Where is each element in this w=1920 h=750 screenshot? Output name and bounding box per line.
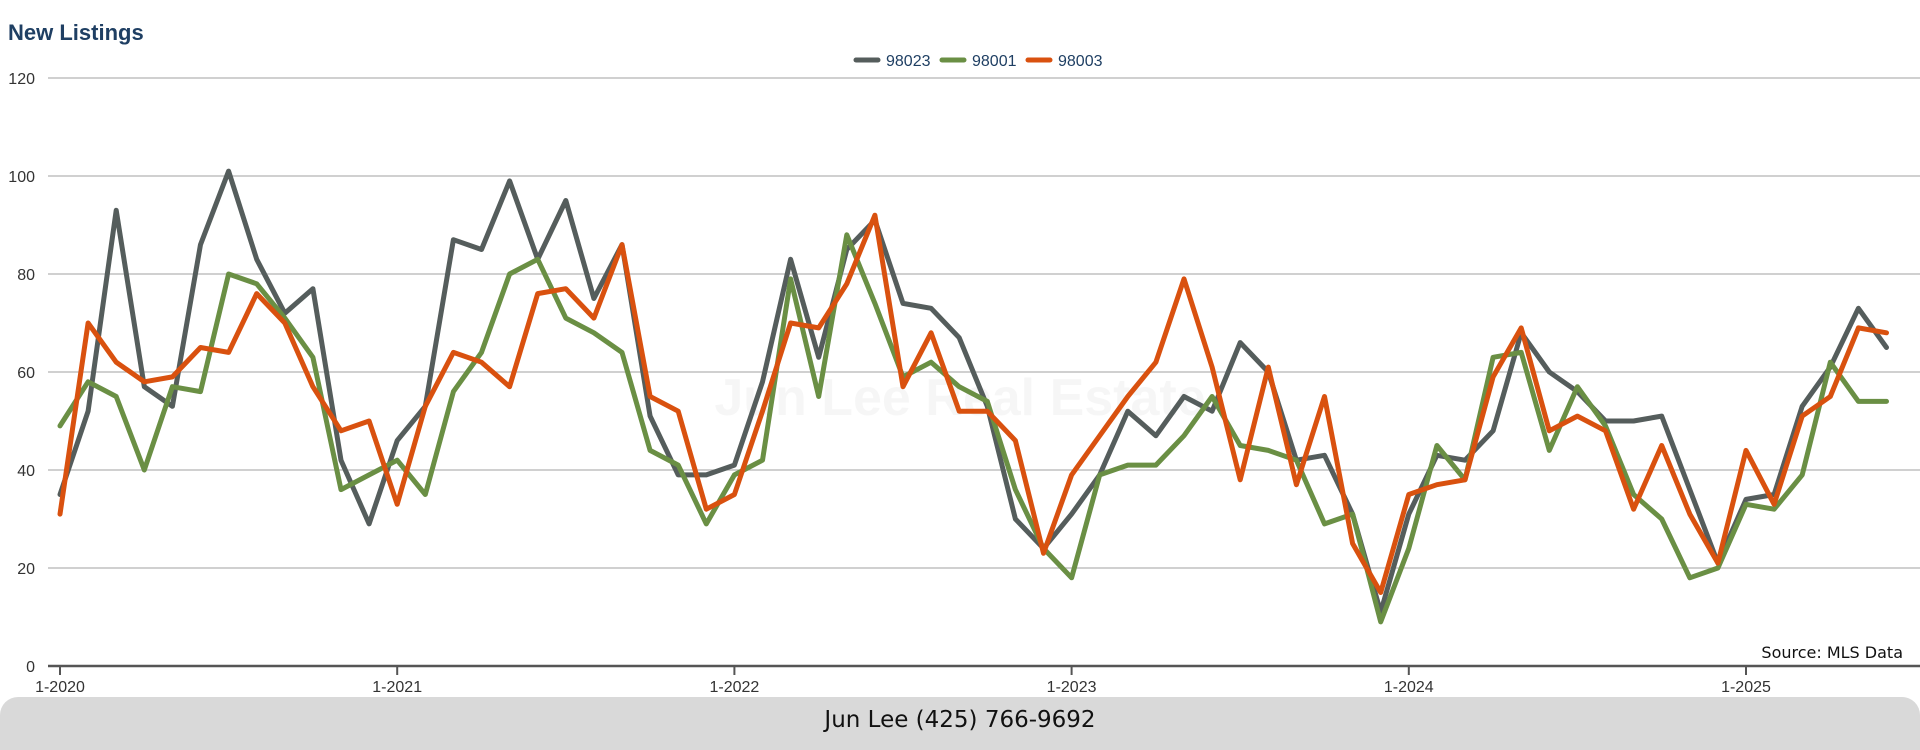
x-tick-label: 1-2022 <box>709 679 759 696</box>
watermark: Jun Lee Real Estate <box>714 369 1205 427</box>
series-lines <box>57 168 1889 625</box>
y-tick-label: 100 <box>8 169 35 186</box>
chart-title: New Listings <box>8 20 144 45</box>
footer-contact: Jun Lee (425) 766-9692 <box>824 707 1096 733</box>
series-line-98001 <box>57 232 1889 625</box>
x-tick-label: 1-2020 <box>35 679 85 696</box>
y-tick-label: 120 <box>8 71 35 88</box>
source-annotation: Source: MLS Data <box>1761 643 1903 662</box>
x-tick-label: 1-2021 <box>372 679 422 696</box>
x-tick-label: 1-2023 <box>1047 679 1097 696</box>
x-axis: 1-2020 1-2021 1-2022 1-2023 1-2024 1-2025 <box>35 664 1920 696</box>
y-axis-ticks: 0 20 40 60 80 100 120 <box>8 71 35 676</box>
series-line-98003 <box>57 212 1889 595</box>
y-tick-label: 60 <box>17 365 35 382</box>
legend-label-98023: 98023 <box>886 53 931 70</box>
y-tick-label: 80 <box>17 267 35 284</box>
legend: 98023 98001 98003 <box>853 53 1103 70</box>
x-tick-label: 1-2025 <box>1721 679 1771 696</box>
grid-lines <box>48 77 1920 569</box>
y-tick-label: 0 <box>26 659 35 676</box>
line-chart: Jun Lee Real Estate 0 20 40 60 80 100 120 1-20… <box>8 53 1920 696</box>
footer-bar <box>0 697 1920 750</box>
legend-label-98001: 98001 <box>972 53 1017 70</box>
x-tick-label: 1-2024 <box>1384 679 1434 696</box>
y-tick-label: 40 <box>17 463 35 480</box>
legend-label-98003: 98003 <box>1058 53 1103 70</box>
y-tick-label: 20 <box>17 561 35 578</box>
